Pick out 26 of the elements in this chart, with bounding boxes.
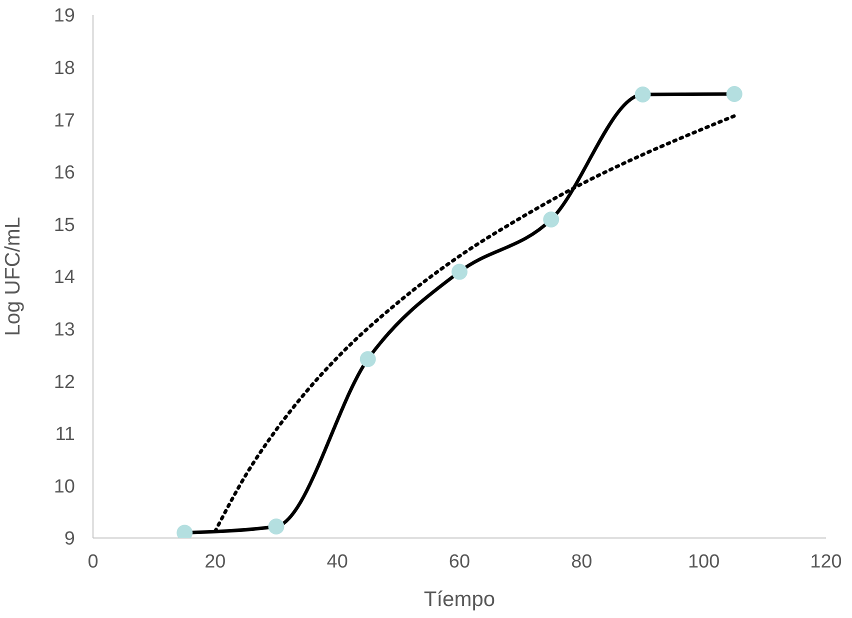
point [726, 86, 742, 102]
y-tick-label: 19 [54, 6, 75, 27]
x-axis-title: Tíempo [424, 588, 496, 611]
y-tick-label: 13 [54, 320, 75, 341]
y-tick-label: 16 [54, 162, 75, 184]
y-axis-title: Log UFC/mL [1, 216, 24, 336]
x-tick-label: 100 [688, 551, 720, 572]
y-tick-label: 18 [54, 58, 75, 80]
y-tick-label: 14 [54, 267, 76, 288]
point [452, 264, 468, 280]
point [360, 351, 376, 368]
y-tick-label: 11 [55, 424, 75, 446]
x-tick-label: 60 [448, 551, 470, 572]
y-tick-label: 12 [54, 372, 75, 393]
x-tick-label: 0 [88, 551, 98, 572]
x-tick-label: 120 [810, 551, 842, 572]
y-tick-label: 10 [54, 476, 75, 498]
x-tick-label: 80 [571, 551, 592, 572]
point [634, 86, 651, 102]
y-tick-label: 17 [54, 110, 75, 132]
point [543, 211, 560, 228]
x-tick-label: 20 [204, 551, 226, 572]
point [268, 518, 284, 534]
y-tick-label: 9 [64, 528, 75, 550]
y-tick-label: 15 [54, 214, 75, 236]
x-tick-label: 40 [326, 551, 348, 572]
